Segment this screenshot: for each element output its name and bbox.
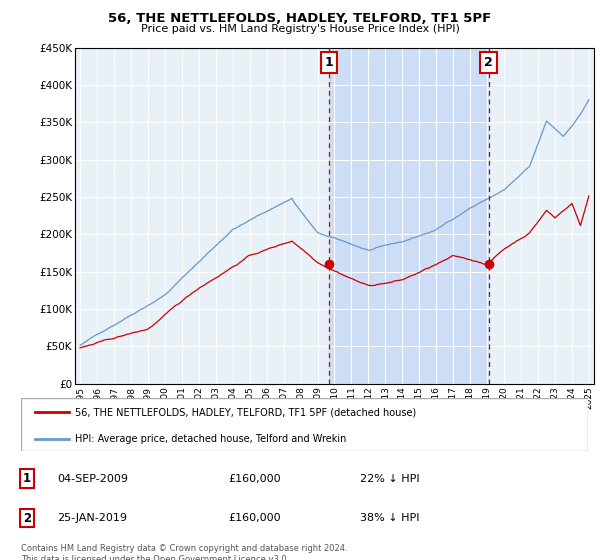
Text: 38% ↓ HPI: 38% ↓ HPI [360, 513, 419, 523]
Bar [329, 48, 488, 384]
Text: 2: 2 [23, 511, 31, 525]
Text: 56, THE NETTLEFOLDS, HADLEY, TELFORD, TF1 5PF: 56, THE NETTLEFOLDS, HADLEY, TELFORD, TF… [109, 12, 491, 25]
Text: 1: 1 [23, 472, 31, 486]
Text: 04-SEP-2009: 04-SEP-2009 [57, 474, 128, 484]
Text: HPI: Average price, detached house, Telford and Wrekin: HPI: Average price, detached house, Telf… [75, 434, 346, 444]
Text: £160,000: £160,000 [228, 474, 281, 484]
Text: 56, THE NETTLEFOLDS, HADLEY, TELFORD, TF1 5PF (detached house): 56, THE NETTLEFOLDS, HADLEY, TELFORD, TF… [75, 408, 416, 418]
Text: 2: 2 [484, 56, 493, 69]
Text: Contains HM Land Registry data © Crown copyright and database right 2024.
This d: Contains HM Land Registry data © Crown c… [21, 544, 347, 560]
Text: 22% ↓ HPI: 22% ↓ HPI [360, 474, 419, 484]
Text: 25-JAN-2019: 25-JAN-2019 [57, 513, 127, 523]
Text: £160,000: £160,000 [228, 513, 281, 523]
Text: Price paid vs. HM Land Registry's House Price Index (HPI): Price paid vs. HM Land Registry's House … [140, 24, 460, 34]
Text: 1: 1 [325, 56, 333, 69]
